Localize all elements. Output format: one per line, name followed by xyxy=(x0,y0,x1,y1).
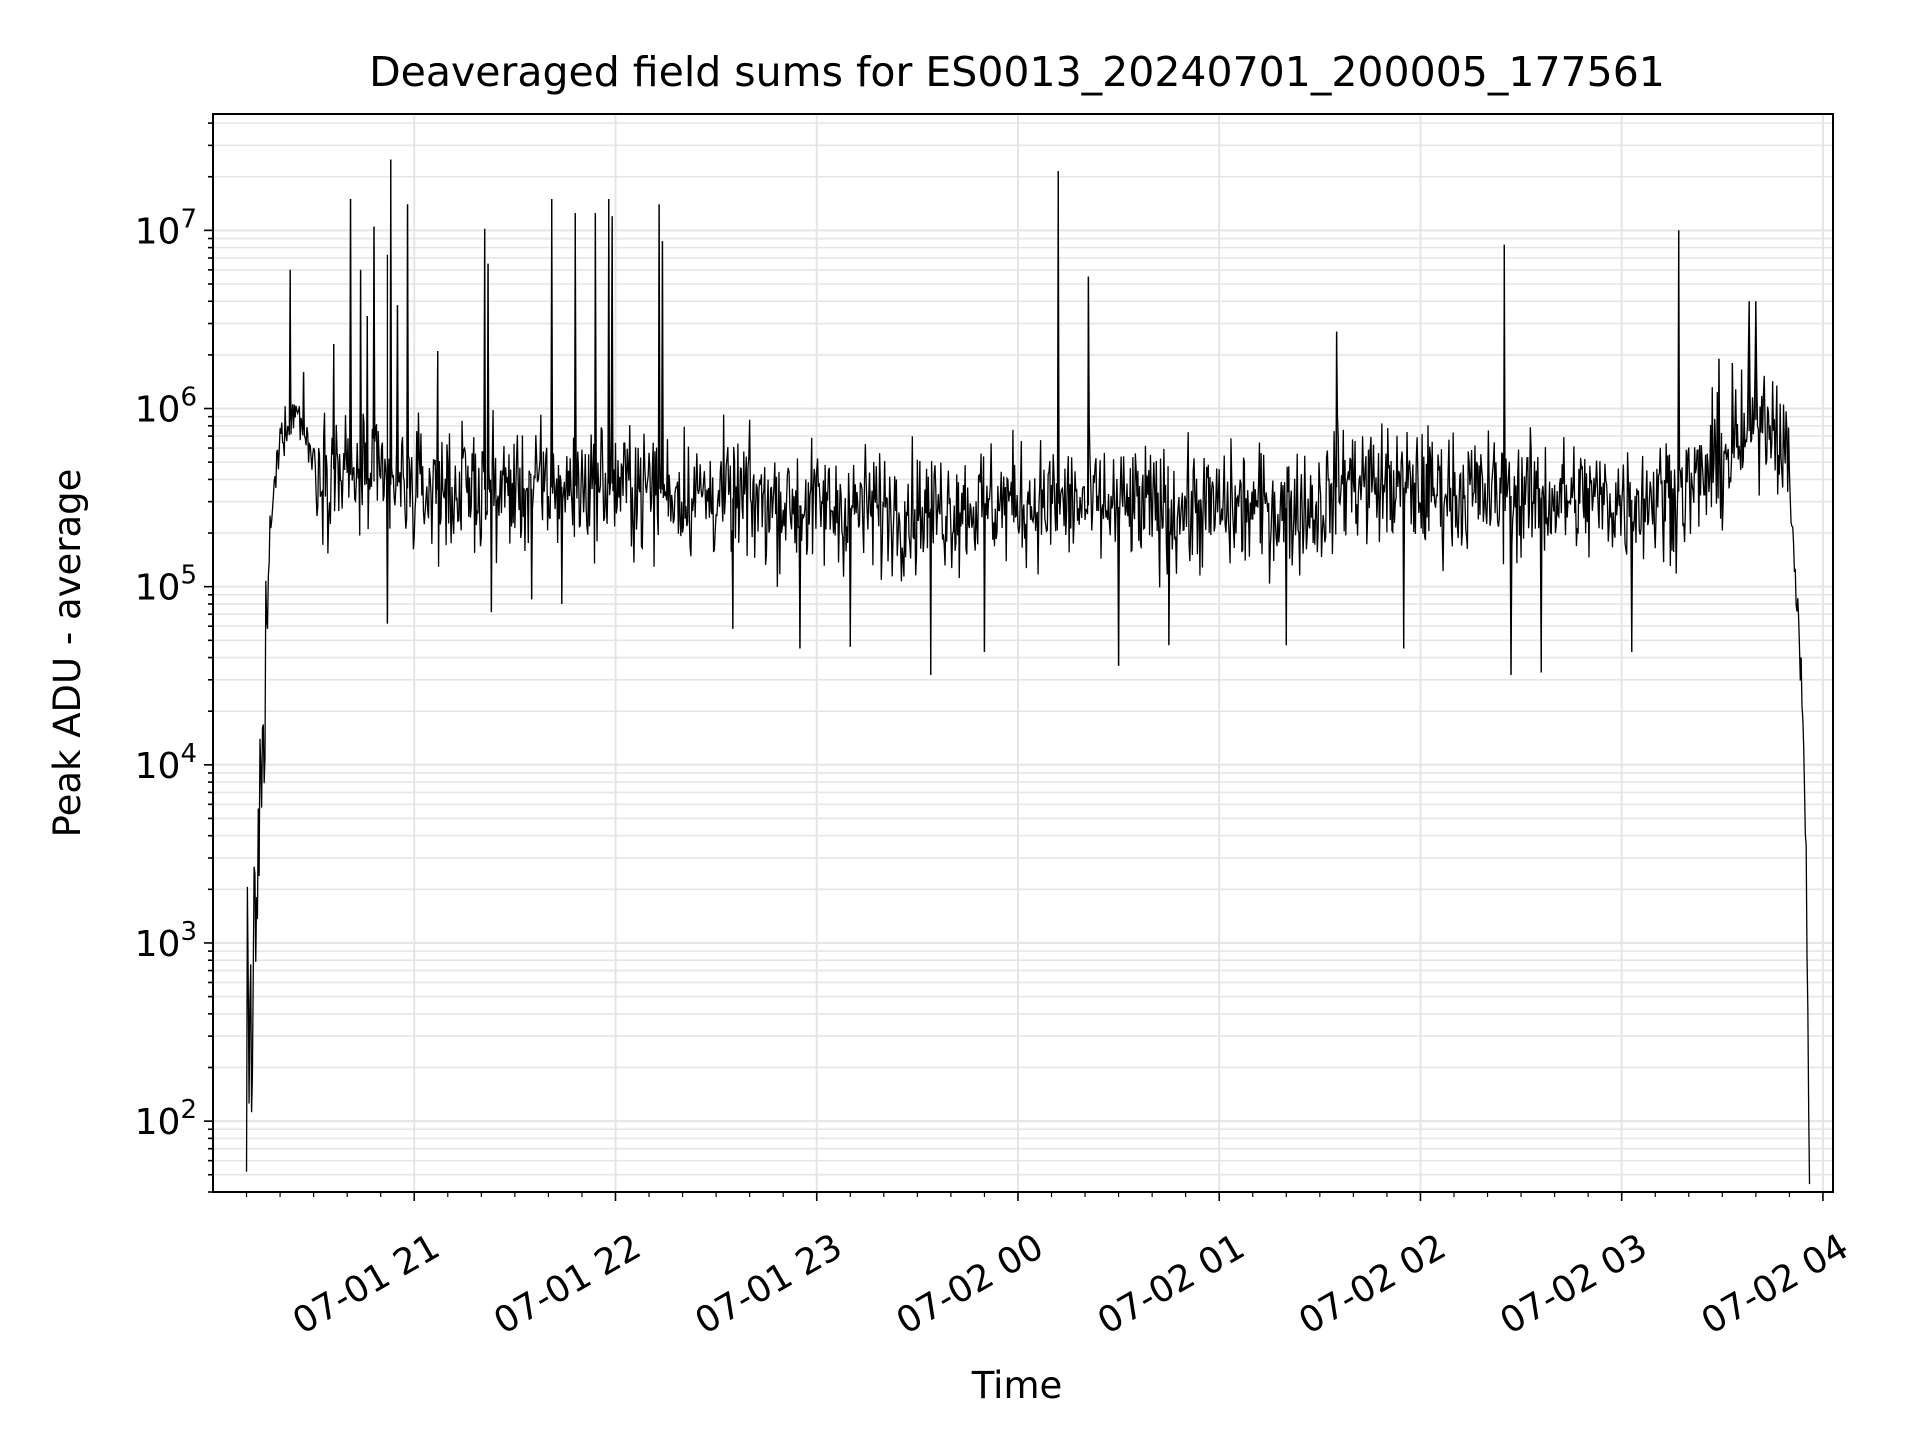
x-tick-label: 07-01 23 xyxy=(689,1226,850,1342)
grid-lines xyxy=(213,114,1833,1193)
y-tick-label: 105 xyxy=(135,561,197,609)
x-tick-label: 07-02 02 xyxy=(1292,1226,1453,1342)
y-tick-label: 106 xyxy=(135,383,197,431)
y-tick-label: 107 xyxy=(135,204,197,252)
x-tick-label: 07-02 00 xyxy=(890,1226,1051,1342)
x-tick-label: 07-02 04 xyxy=(1695,1226,1856,1342)
plot-frame xyxy=(212,113,1834,1193)
y-axis-label: Peak ADU - average xyxy=(46,469,89,838)
axis-ticks: 102 103 104 105 106 107 07-01 21 07-01 22 07-01 … xyxy=(135,122,1856,1343)
x-tick-label: 07-02 01 xyxy=(1091,1226,1252,1342)
plot-area xyxy=(245,159,1811,1185)
x-tick-label: 07-01 21 xyxy=(286,1226,447,1342)
y-tick-label: 104 xyxy=(135,739,197,787)
x-axis-label: Time xyxy=(971,1364,1063,1407)
series-line xyxy=(245,159,1811,1185)
chart-title: Deaveraged field sums for ES0013_2024070… xyxy=(369,48,1665,96)
x-tick-label: 07-02 03 xyxy=(1494,1226,1655,1342)
y-tick-label: 103 xyxy=(135,917,197,965)
y-tick-label: 102 xyxy=(135,1095,197,1143)
x-tick-label: 07-01 22 xyxy=(487,1226,648,1342)
